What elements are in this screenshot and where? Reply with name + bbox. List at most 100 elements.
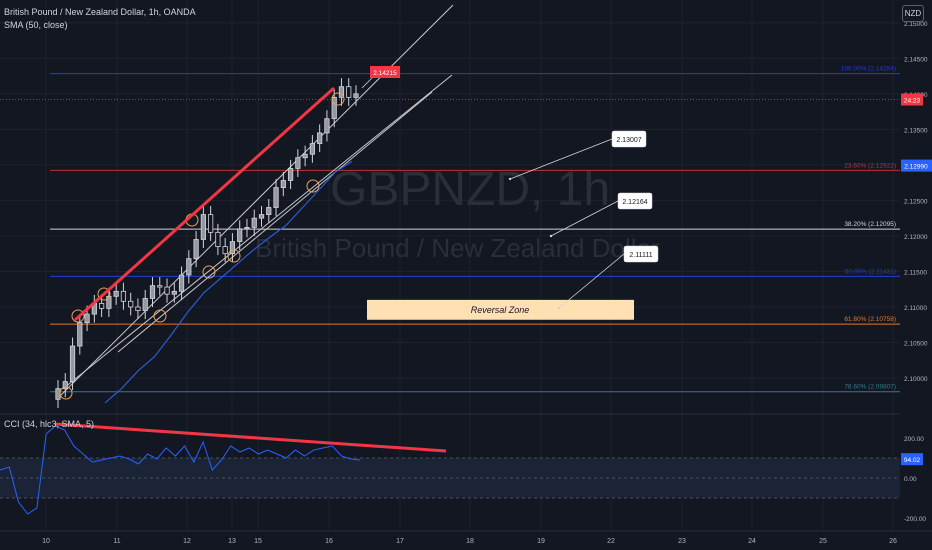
cci-last-label: 94.02 (904, 457, 921, 464)
fib-label: 100.00% (2.14284) (841, 66, 896, 73)
reversal-zone-group[interactable]: Reversal Zone (367, 299, 634, 320)
candle-body (222, 246, 228, 255)
candle-body (237, 228, 243, 243)
price-tick-label: 2.11000 (904, 305, 927, 312)
candle-body (84, 313, 90, 324)
fib-label: 61.80% (2.10758) (844, 316, 896, 323)
candle-body (62, 381, 68, 390)
price-tick-label: 2.11500 (904, 269, 927, 276)
high-marker: 2.14215 (361, 66, 400, 89)
time-tick-label: 10 (42, 538, 50, 545)
candle-body (295, 157, 301, 169)
callout-anchor (557, 306, 561, 310)
time-tick-label: 13 (228, 538, 236, 545)
last-price-label: 2.12990 (904, 164, 928, 171)
callout-anchor (549, 234, 553, 238)
watermark-name: British Pound / New Zealand Dollar (255, 233, 660, 263)
cci-line-group (0, 425, 361, 515)
callout-leader (509, 138, 613, 180)
candle-body (186, 258, 192, 276)
candle-body (287, 168, 294, 181)
candle-body (229, 241, 236, 255)
time-tick-label: 11 (113, 538, 120, 545)
reversal-zone-box (367, 299, 634, 320)
cci-red-trendline (54, 422, 447, 453)
price-tick-label: 2.14500 (904, 56, 928, 63)
candle-body (302, 153, 308, 159)
time-tick-label: 24 (748, 538, 756, 545)
candle-body (317, 132, 323, 144)
time-tick-label: 17 (396, 538, 404, 545)
price-callout: 2.13007 (508, 130, 647, 181)
price-callout: 2.12164 (549, 192, 653, 238)
countdown-label: 24:23 (904, 98, 921, 105)
watermark: GBPNZD, 1h British Pound / New Zealand D… (255, 163, 660, 263)
candle-body (113, 290, 119, 297)
touch-circle (227, 249, 241, 263)
callout-anchor (508, 177, 512, 181)
candle-body (346, 86, 352, 98)
cci-band-group (0, 457, 900, 499)
cci-legend[interactable]: CCI (34, hlc3, SMA, 5) (4, 419, 95, 429)
callout-box (623, 245, 659, 263)
time-tick-label: 25 (819, 538, 827, 545)
price-tick-label: 2.15000 (904, 21, 928, 28)
price-tick-label: 2.12000 (904, 234, 928, 241)
last-price-tag: 2.12990 (901, 159, 932, 172)
candle-body (149, 285, 156, 299)
candle-body (99, 303, 105, 309)
touch-circle (331, 92, 345, 106)
candle-body (164, 286, 170, 295)
candle-body (324, 118, 330, 134)
callout-leader (558, 253, 625, 309)
candle-body (142, 298, 148, 311)
cci-last-box (901, 453, 923, 466)
candle-body (309, 143, 315, 155)
price-red-trendline (73, 86, 336, 322)
touch-circle (202, 265, 216, 279)
reversal-zone-label: Reversal Zone (471, 305, 530, 315)
price-callout: 2.11111 (557, 245, 659, 310)
fib-label: 78.60% (2.09807) (844, 384, 896, 391)
cci-line (0, 425, 361, 515)
fibonacci-levels: 100.00% (2.14284) 23.60% (2.12922) 38.20% … (0, 66, 900, 393)
candle-body (135, 306, 141, 311)
time-tick-label: 18 (466, 538, 474, 545)
candle-body (244, 226, 250, 230)
sma-legend[interactable]: SMA (50, close) (4, 20, 68, 30)
cci-tick-label: -200.00 (904, 516, 926, 523)
fib-label: 50.00% (2.11431) (845, 268, 896, 275)
candle-body (208, 214, 214, 233)
candle-body (280, 180, 286, 189)
candle-body (338, 86, 345, 98)
cci-last-tag: 94.02 (901, 453, 923, 466)
callout-box (617, 192, 653, 210)
symbol-legend[interactable]: British Pound / New Zealand Dollar, 1h, … (4, 7, 196, 17)
sma-line-group (104, 160, 353, 404)
price-callouts[interactable]: 2.14215 2.13007 2.12164 2.11111 (361, 66, 659, 310)
sma-line (104, 160, 353, 404)
candle-body (215, 231, 221, 247)
candle-body (331, 96, 337, 120)
candle-body (178, 274, 185, 292)
candle-body (120, 290, 127, 302)
channel-line (63, 74, 453, 389)
candle-body (193, 239, 199, 260)
red-trendlines[interactable] (54, 86, 447, 453)
candle-body (106, 295, 112, 309)
price-tick-label: 2.10000 (904, 376, 928, 383)
time-tick-label: 22 (607, 538, 615, 545)
time-tick-label: 16 (325, 538, 333, 545)
candle-body (69, 345, 76, 382)
time-tick-label: 26 (889, 538, 897, 545)
cci-tick-label: 0.00 (904, 476, 917, 483)
countdown-box (901, 93, 923, 106)
candle-body (171, 290, 177, 295)
currency-button[interactable]: NZD (902, 5, 924, 22)
candle-body (353, 93, 359, 98)
high-marker-box (370, 66, 400, 78)
callout-label: 2.13007 (616, 137, 641, 144)
high-marker-label: 2.14215 (373, 70, 397, 77)
